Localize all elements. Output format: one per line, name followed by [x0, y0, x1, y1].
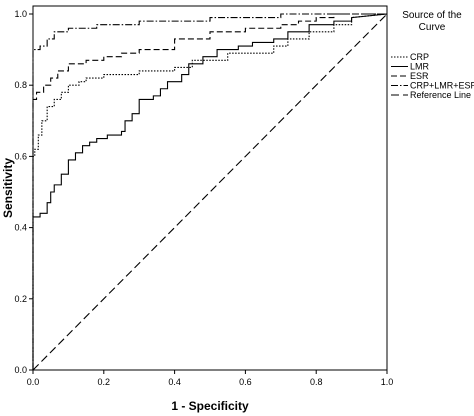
y-axis-ticks: 0.0 0.2 0.4 0.6 0.8 1.0	[14, 9, 33, 375]
legend-label-crp-lmr-esr: CRP+LMR+ESR	[410, 81, 474, 91]
legend-label-lmr: LMR	[410, 62, 430, 72]
y-tick-label: 0.0	[14, 365, 27, 375]
legend-title: Source of the Curve	[402, 10, 462, 33]
x-tick-label: 0.4	[168, 377, 181, 387]
legend-title-line: Source of the	[402, 10, 462, 21]
x-axis-ticks: 0.0 0.2 0.4 0.6 0.8 1.0	[27, 370, 394, 387]
series-line-crp	[32, 13, 388, 370]
series-line-lmr	[32, 13, 388, 370]
y-tick-label: 0.8	[14, 80, 27, 90]
legend: Source of the Curve CRPLMRESRCRP+LMR+ESRR…	[391, 10, 474, 100]
y-tick-label: 0.2	[14, 294, 27, 304]
x-tick-label: 1.0	[381, 377, 394, 387]
legend-label-crp: CRP	[410, 52, 429, 62]
y-tick-label: 1.0	[14, 9, 27, 19]
y-axis-title: Sensitivity	[1, 158, 15, 218]
x-tick-label: 0.8	[310, 377, 323, 387]
series-line-crp-lmr-esr	[32, 13, 387, 370]
legend-title-line: Curve	[419, 22, 446, 33]
x-tick-label: 0.2	[98, 377, 111, 387]
y-tick-label: 0.6	[14, 151, 27, 161]
plot-area-frame	[32, 5, 388, 371]
series-line-esr	[32, 13, 387, 370]
x-tick-label: 0.6	[239, 377, 252, 387]
series-layer	[32, 13, 388, 371]
legend-label-reference-line: Reference Line	[410, 90, 471, 100]
x-axis-title: 1 - Specificity	[171, 399, 249, 413]
x-tick-label: 0.0	[27, 377, 40, 387]
legend-label-esr: ESR	[410, 71, 429, 81]
y-tick-label: 0.4	[14, 223, 27, 233]
